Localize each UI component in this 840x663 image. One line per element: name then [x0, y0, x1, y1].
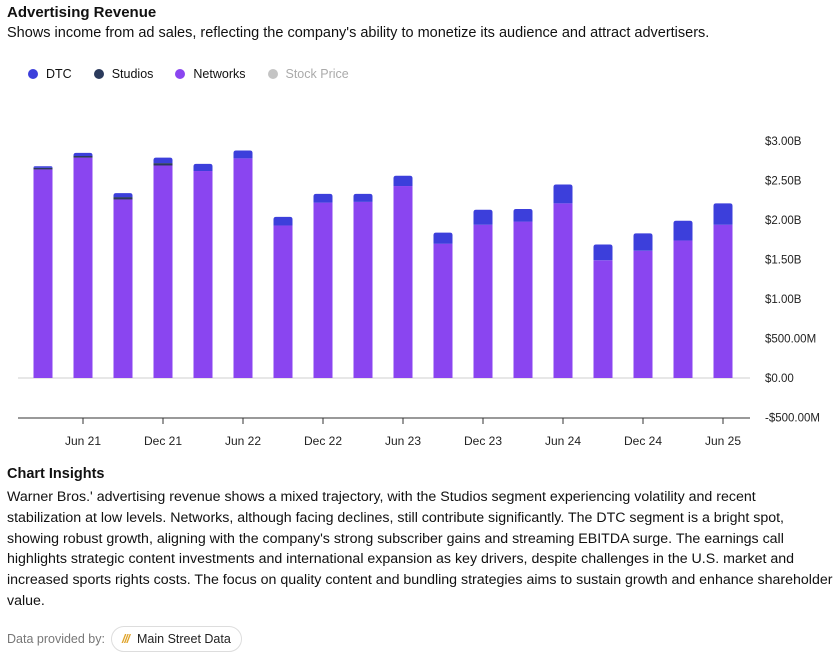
- legend-item-studios[interactable]: Studios: [93, 67, 154, 81]
- bar-segment-networks: [313, 202, 333, 378]
- bar-segment-networks: [113, 199, 133, 378]
- x-tick-label: Jun 24: [545, 434, 581, 448]
- stock-price-dot-icon: [267, 69, 278, 79]
- x-tick-label: Jun 21: [65, 434, 101, 448]
- bar-segment-networks: [393, 186, 413, 378]
- bar-segment-dtc: [433, 232, 453, 244]
- bar-segment-dtc: [33, 166, 53, 168]
- x-tick-label: Jun 23: [385, 434, 421, 448]
- bar-segment-dtc: [393, 175, 413, 187]
- x-tick-label: Dec 21: [144, 434, 182, 448]
- y-tick-label: $500.00M: [765, 334, 816, 346]
- chart-subtitle: Shows income from ad sales, reflecting t…: [7, 25, 710, 41]
- bar-segment-dtc: [633, 233, 653, 251]
- x-tick-label: Dec 24: [624, 434, 662, 448]
- bar-segment-networks: [593, 260, 613, 378]
- insights-title: Chart Insights: [7, 466, 105, 482]
- insights-text: Warner Bros.' advertising revenue shows …: [7, 489, 833, 609]
- bar-segment-dtc: [153, 157, 173, 164]
- y-tick-label: $1.50B: [765, 255, 802, 267]
- y-tick-label: $3.00B: [765, 136, 802, 148]
- bar-segment-networks: [473, 224, 493, 378]
- x-tick-label: Jun 25: [705, 434, 741, 448]
- dtc-dot-icon: [28, 69, 38, 79]
- bar-segment-networks: [273, 225, 293, 378]
- bar-segment-networks: [673, 240, 693, 378]
- x-tick-label: Dec 23: [464, 434, 502, 448]
- bar-segment-networks: [433, 243, 453, 378]
- chart-title: Advertising Revenue: [7, 4, 157, 21]
- bar-segment-dtc: [673, 220, 693, 241]
- y-tick-label: $0.00: [765, 373, 794, 385]
- bar-segment-dtc: [713, 203, 733, 225]
- bar-segment-dtc: [593, 244, 613, 261]
- bar-segment-dtc: [313, 193, 333, 203]
- legend-item-stock-price[interactable]: Stock Price: [267, 67, 349, 81]
- bar-segment-networks: [193, 171, 213, 378]
- bar-segment-dtc: [113, 193, 133, 198]
- data-attribution: Data provided by: /// Main Street Data: [7, 626, 242, 652]
- bar-segment-networks: [633, 250, 653, 378]
- provider-name: Main Street Data: [137, 632, 231, 646]
- bar-segment-studios: [73, 156, 93, 158]
- legend-label: Stock Price: [285, 67, 349, 81]
- bar-segment-studios: [153, 163, 173, 166]
- provider-badge[interactable]: /// Main Street Data: [110, 626, 242, 652]
- bar-segment-networks: [73, 157, 93, 378]
- revenue-bar-chart: $3.00B $2.50B $2.00B $1.50B $1.00B $500.00M $0…: [18, 136, 820, 448]
- legend-label: Networks: [193, 67, 246, 81]
- bar-segment-dtc: [193, 163, 213, 172]
- legend: DTC Studios Networks Stock Price: [28, 67, 349, 81]
- bar-segment-dtc: [473, 209, 493, 225]
- bar-segment-dtc: [273, 216, 293, 226]
- bar-segment-studios: [113, 197, 133, 200]
- bar-segment-networks: [33, 169, 53, 378]
- bar-segment-networks: [513, 221, 533, 378]
- bar-segment-networks: [233, 158, 253, 378]
- networks-dot-icon: [175, 69, 186, 79]
- legend-label: Studios: [111, 67, 154, 81]
- bar-segment-networks: [153, 165, 173, 378]
- legend-item-dtc[interactable]: DTC: [28, 67, 72, 81]
- bar-segment-dtc: [353, 193, 373, 202]
- y-tick-label: -$500.00M: [765, 413, 820, 425]
- bar-segment-studios: [33, 167, 53, 170]
- bar-segment-dtc: [553, 184, 573, 204]
- bar-segment-networks: [713, 224, 733, 378]
- x-tick-label: Dec 22: [304, 434, 342, 448]
- x-tick-label: Jun 22: [225, 434, 261, 448]
- studios-dot-icon: [93, 69, 104, 79]
- bar-segment-dtc: [233, 150, 253, 159]
- bar-segment-networks: [353, 201, 373, 378]
- legend-item-networks[interactable]: Networks: [175, 67, 246, 81]
- bar-segment-networks: [553, 203, 573, 378]
- y-tick-label: $1.00B: [765, 294, 802, 306]
- attribution-label: Data provided by:: [7, 632, 105, 646]
- bar-segment-dtc: [73, 152, 93, 157]
- main-street-data-logo-icon: ///: [121, 632, 130, 646]
- bar-segment-dtc: [513, 208, 533, 222]
- y-tick-label: $2.00B: [765, 215, 802, 227]
- legend-label: DTC: [46, 67, 72, 81]
- y-tick-label: $2.50B: [765, 176, 802, 188]
